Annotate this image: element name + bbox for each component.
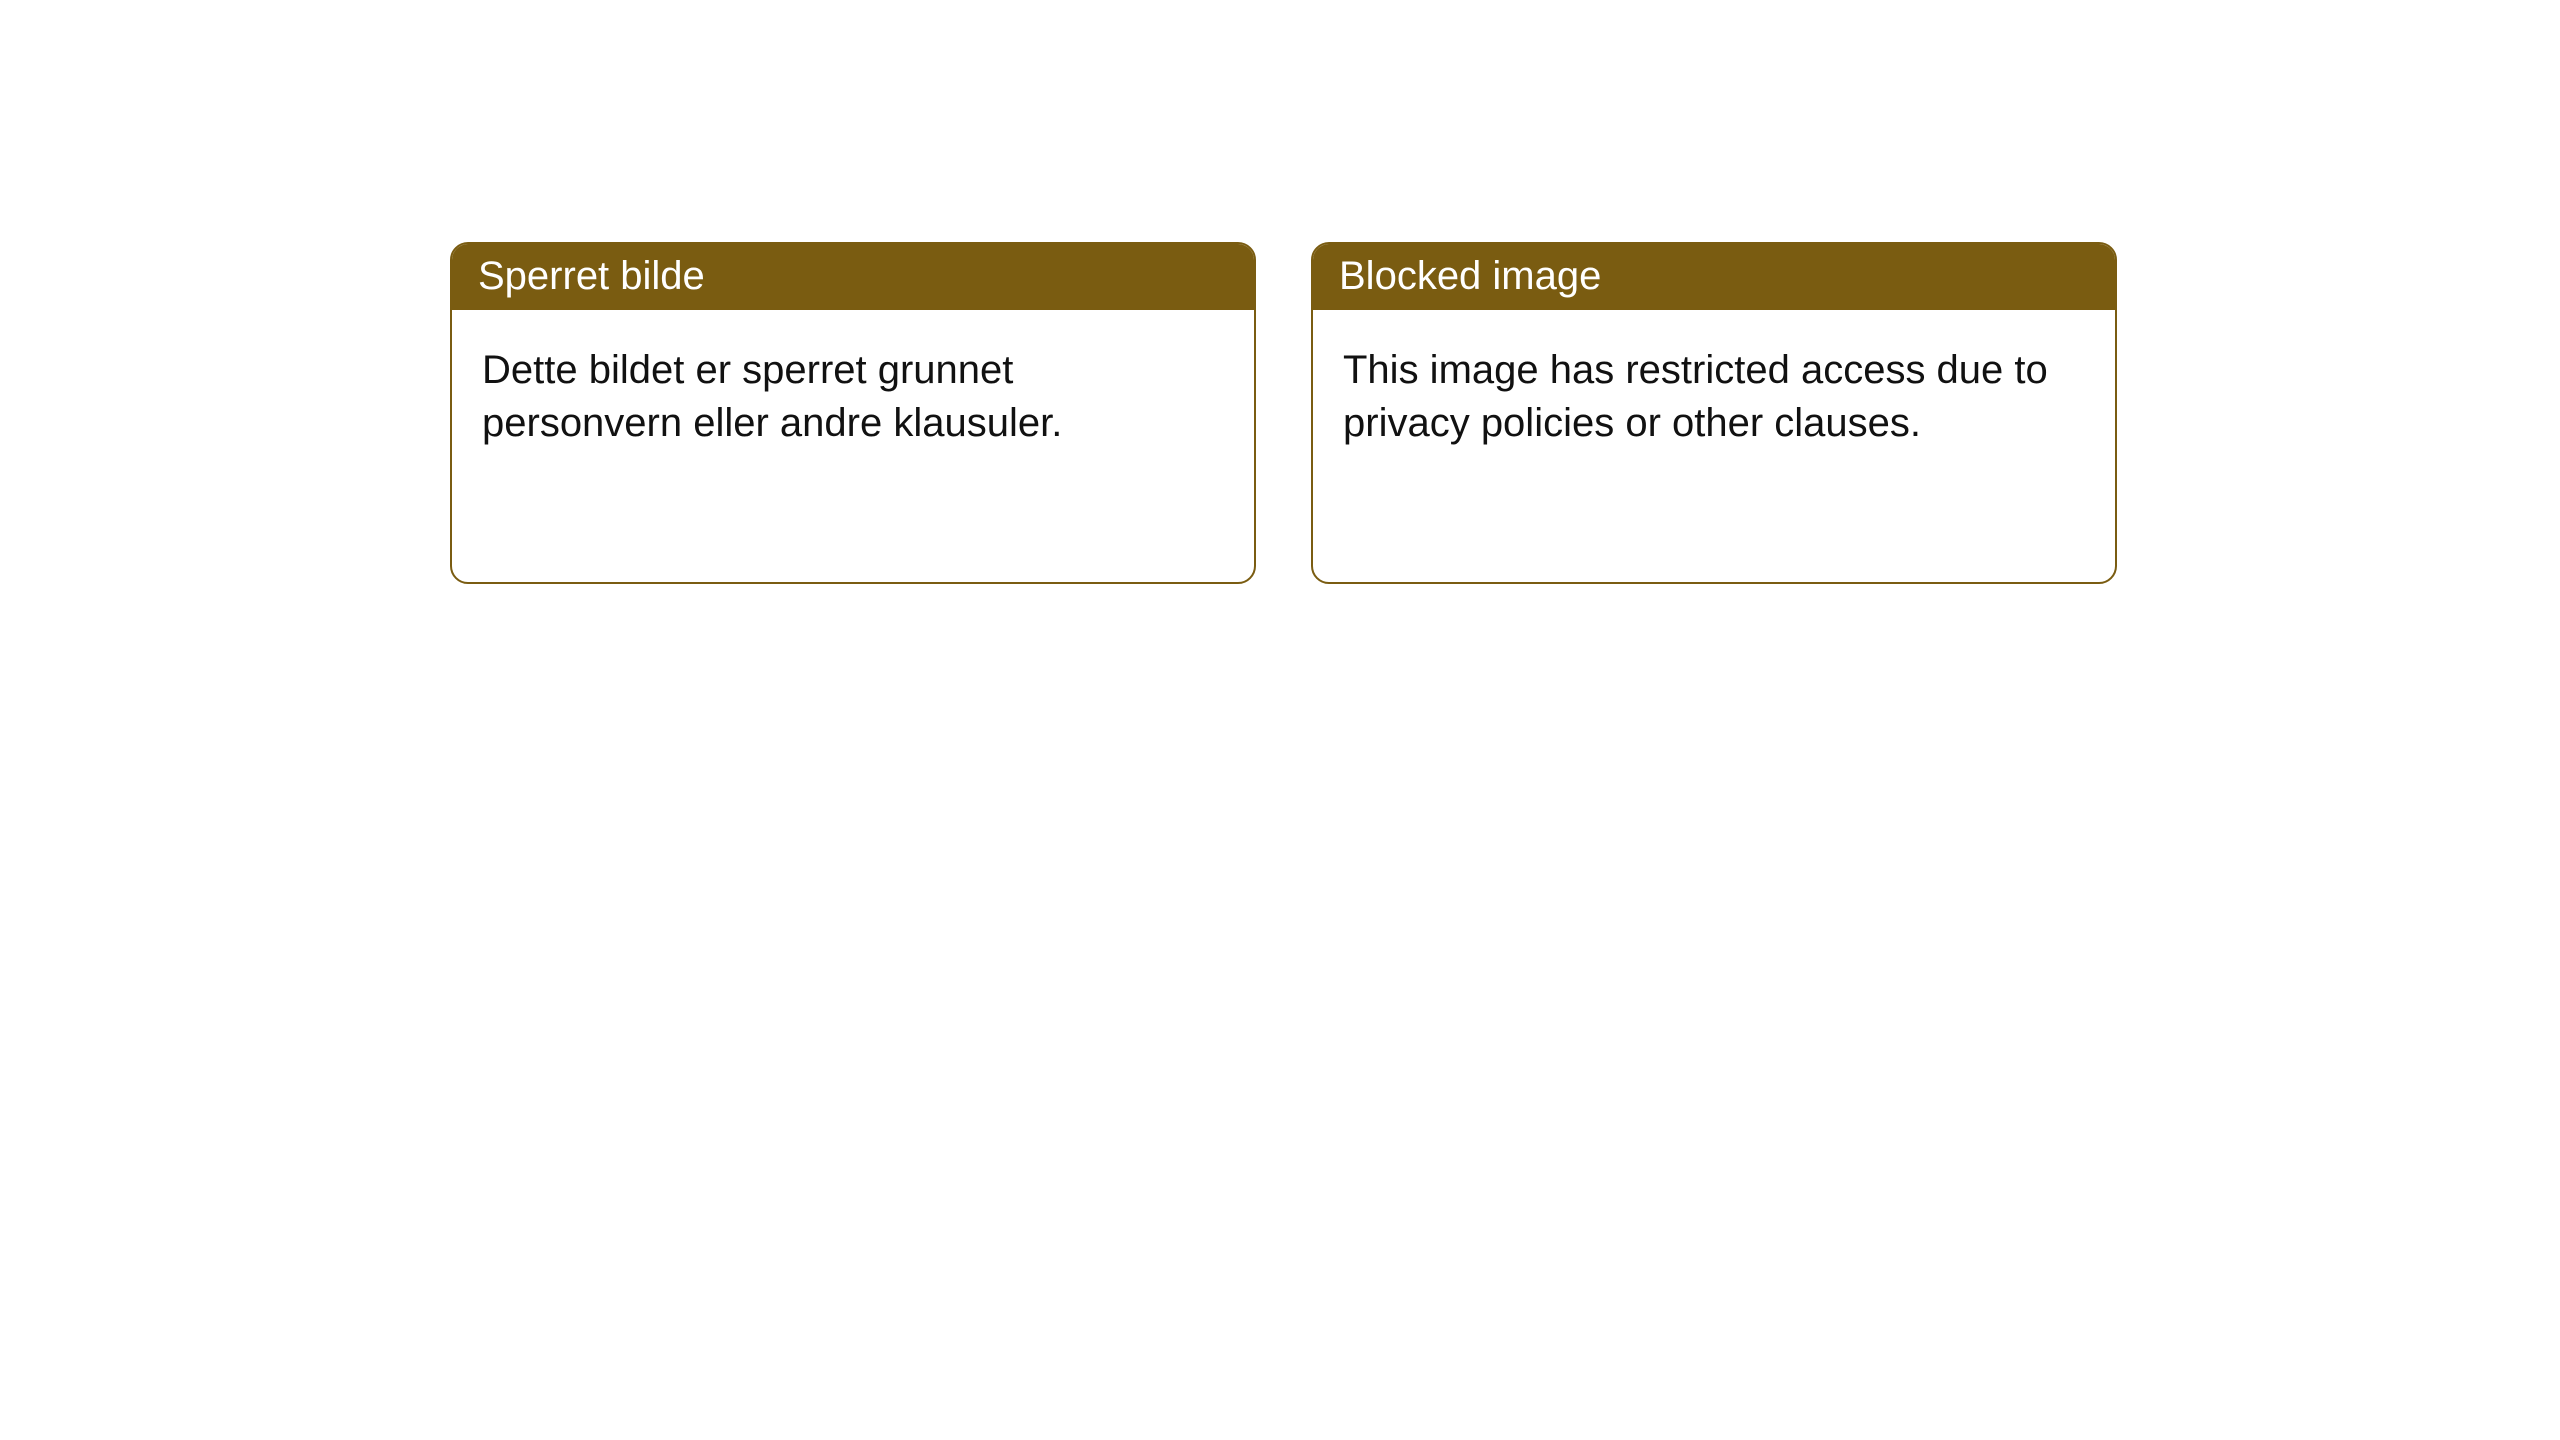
card-message: This image has restricted access due to … bbox=[1343, 344, 2085, 450]
card-title: Blocked image bbox=[1339, 254, 1601, 298]
card-message: Dette bildet er sperret grunnet personve… bbox=[482, 344, 1224, 450]
notice-card-english: Blocked image This image has restricted … bbox=[1311, 242, 2117, 584]
notice-cards-row: Sperret bilde Dette bildet er sperret gr… bbox=[0, 0, 2560, 584]
card-body: Dette bildet er sperret grunnet personve… bbox=[452, 310, 1254, 582]
card-title: Sperret bilde bbox=[478, 254, 705, 298]
card-header: Sperret bilde bbox=[452, 244, 1254, 310]
notice-card-norwegian: Sperret bilde Dette bildet er sperret gr… bbox=[450, 242, 1256, 584]
card-header: Blocked image bbox=[1313, 244, 2115, 310]
card-body: This image has restricted access due to … bbox=[1313, 310, 2115, 582]
